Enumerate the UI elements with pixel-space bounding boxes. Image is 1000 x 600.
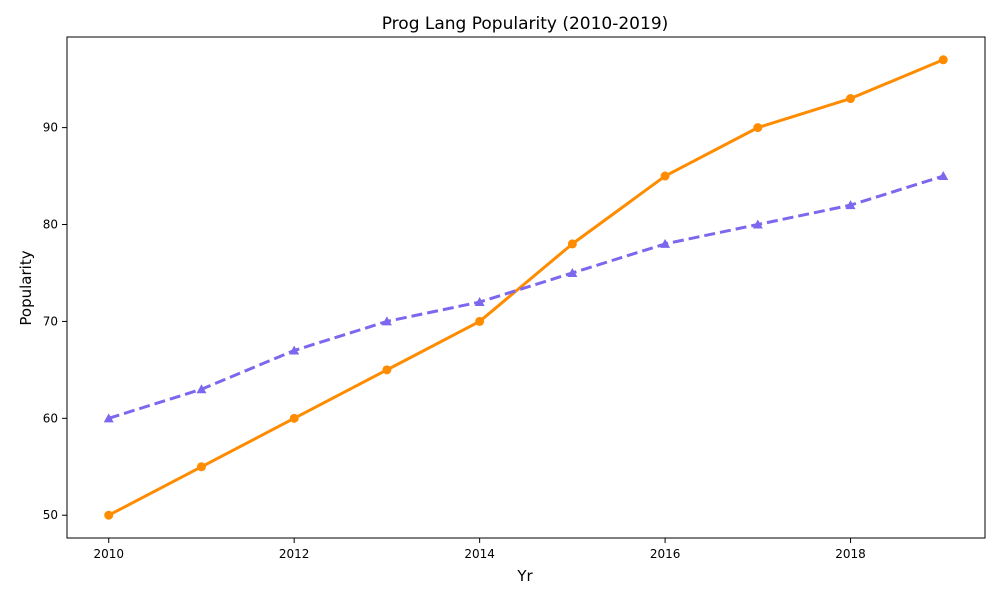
data-point bbox=[660, 171, 670, 181]
chart-title: Prog Lang Popularity (2010-2019) bbox=[382, 14, 669, 34]
x-tick-label: 2014 bbox=[464, 547, 495, 561]
data-point bbox=[289, 413, 299, 423]
x-axis-label: Yr bbox=[516, 567, 533, 585]
data-point bbox=[104, 510, 114, 520]
x-axis: 2010 2012 2014 2016 2018 bbox=[93, 538, 866, 561]
data-point bbox=[846, 94, 856, 104]
data-point bbox=[474, 297, 485, 307]
data-point bbox=[475, 316, 485, 326]
x-tick-label: 2016 bbox=[650, 547, 681, 561]
x-tick-label: 2012 bbox=[279, 547, 310, 561]
data-point bbox=[938, 171, 949, 181]
series-1-line bbox=[108, 58, 944, 517]
data-point bbox=[196, 384, 207, 394]
y-axis-label: Popularity bbox=[17, 250, 35, 325]
series-2 bbox=[103, 171, 949, 423]
data-point bbox=[103, 413, 114, 423]
y-tick-label: 90 bbox=[43, 121, 58, 135]
data-point bbox=[567, 267, 578, 277]
data-point bbox=[753, 123, 763, 133]
plot-frame bbox=[66, 36, 986, 539]
data-point bbox=[381, 316, 392, 326]
x-tick-label: 2010 bbox=[93, 547, 124, 561]
series-layer bbox=[103, 55, 949, 520]
data-point bbox=[938, 55, 948, 65]
data-point bbox=[845, 200, 856, 210]
y-tick-label: 70 bbox=[43, 314, 58, 328]
y-tick-label: 50 bbox=[43, 508, 58, 522]
data-point bbox=[382, 365, 392, 375]
data-point bbox=[567, 239, 577, 249]
x-tick-label: 2018 bbox=[835, 547, 866, 561]
series-2-line bbox=[108, 174, 944, 420]
series-1 bbox=[104, 55, 948, 520]
y-axis: 50 60 70 80 90 bbox=[43, 121, 67, 522]
data-point bbox=[196, 462, 206, 472]
data-point bbox=[289, 345, 300, 355]
y-tick-label: 60 bbox=[43, 411, 58, 425]
data-point bbox=[752, 219, 763, 229]
y-tick-label: 80 bbox=[43, 218, 58, 232]
data-point bbox=[660, 238, 671, 248]
